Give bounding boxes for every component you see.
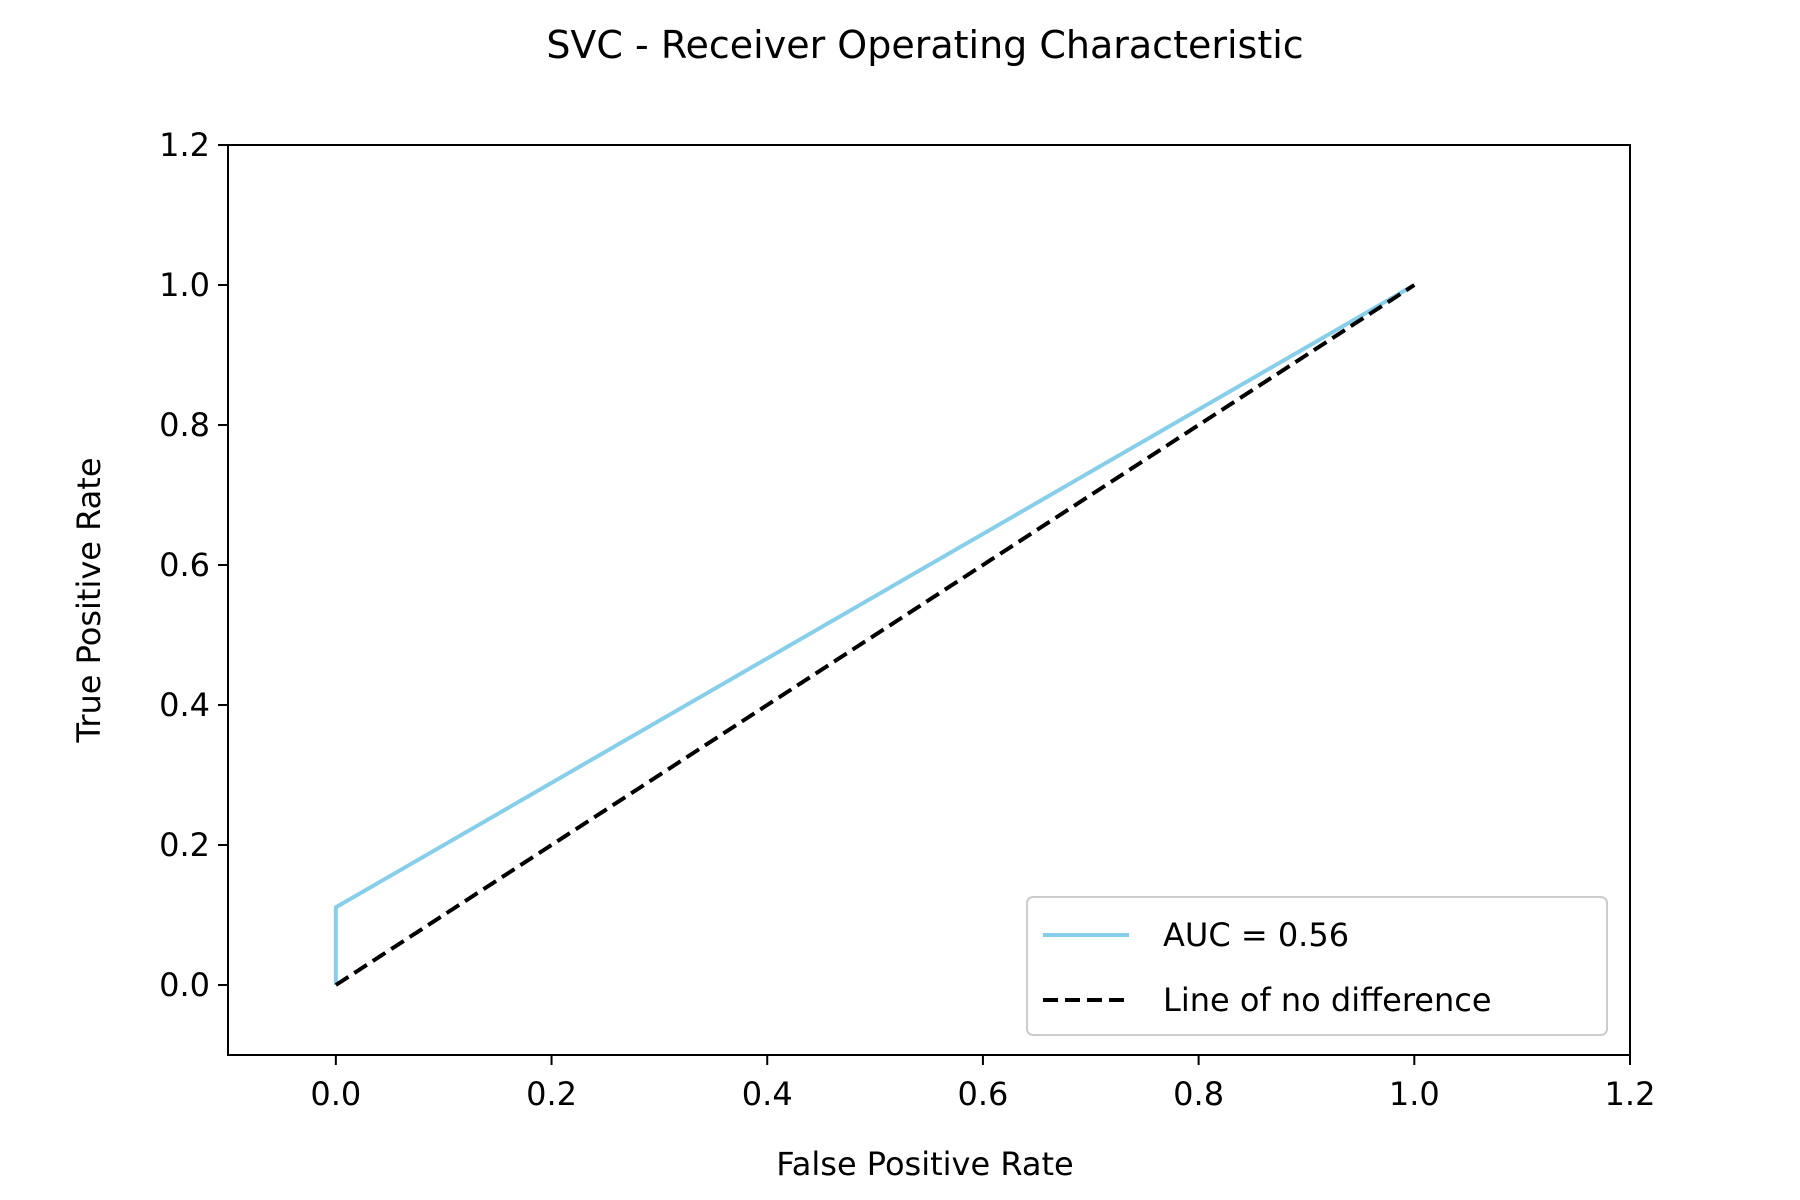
x-axis: 0.0 0.2 0.4 0.6 0.8 1.0 1.2 [310,1055,1655,1113]
y-axis: 0.0 0.2 0.4 0.6 0.8 1.0 1.2 [159,126,228,1004]
x-axis-label: False Positive Rate [776,1145,1073,1183]
y-tick-label: 0.0 [159,966,210,1004]
y-tick-label: 1.2 [159,126,210,164]
plot-area [333,283,1416,987]
x-tick-label: 0.8 [1173,1075,1224,1113]
legend-label-0: AUC = 0.56 [1163,916,1349,954]
legend: AUC = 0.56 Line of no difference [1026,896,1608,1036]
plot-frame [227,144,1631,1056]
y-tick-label: 0.4 [159,686,210,724]
y-tick-label: 0.8 [159,406,210,444]
x-tick-label: 1.0 [1389,1075,1440,1113]
x-tick-label: 0.0 [310,1075,361,1113]
y-tick-label: 1.0 [159,266,210,304]
x-tick-label: 1.2 [1605,1075,1656,1113]
x-tick-label: 0.2 [526,1075,577,1113]
series-line-1 [334,283,1416,987]
y-axis-label: True Positive Rate [70,457,108,743]
y-tick-label: 0.6 [159,546,210,584]
x-tick-label: 0.4 [742,1075,793,1113]
series-line-0 [333,283,1416,985]
y-tick-label: 0.2 [159,826,210,864]
chart-title: SVC - Receiver Operating Characteristic [546,23,1303,67]
x-tick-label: 0.6 [957,1075,1008,1113]
legend-box [1026,896,1608,1036]
legend-label-1: Line of no difference [1163,981,1492,1019]
